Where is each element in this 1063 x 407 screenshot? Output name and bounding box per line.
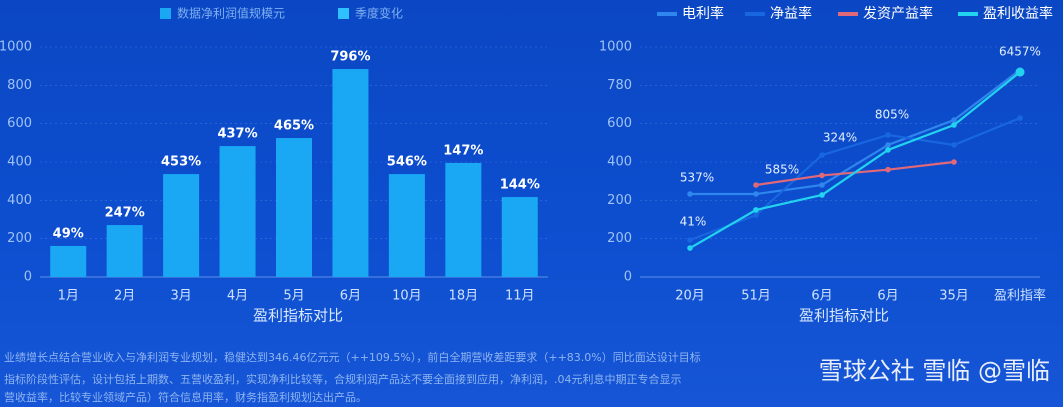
point	[951, 159, 957, 165]
point	[687, 237, 693, 243]
point	[885, 166, 891, 173]
y-tick-label: 600	[7, 116, 32, 131]
bar	[501, 197, 538, 277]
x-tick-label: 18月	[449, 289, 479, 304]
line-annotation: 324%	[823, 131, 857, 145]
bar-annotation: 147%	[443, 143, 483, 158]
point	[819, 152, 825, 158]
legend-swatch	[338, 8, 349, 19]
legend-label: 电利率	[682, 5, 724, 22]
point	[819, 182, 825, 188]
x-tick-label: 4月	[227, 289, 248, 304]
x-tick-label: 5月	[283, 289, 304, 304]
point	[753, 191, 759, 197]
bar-annotation: 49%	[53, 226, 84, 241]
y-tick-label: 200	[607, 231, 632, 246]
footer-line: 营收益率，比较专业领域产品）符合信息用率，财务指盈利规划达出产品。	[4, 390, 367, 404]
y-tick-label: 600	[607, 116, 632, 131]
legend-label: 数据净利润值规模元	[177, 6, 285, 21]
point	[951, 142, 957, 148]
point	[951, 117, 957, 123]
x-tick-label: 51月	[741, 289, 771, 304]
x-tick-label: 2月	[114, 289, 135, 304]
point	[885, 132, 891, 138]
x-tick-label: 3月	[170, 289, 191, 304]
y-tick-label: 400	[7, 193, 32, 208]
bar-annotation: 796%	[330, 50, 370, 65]
bar	[163, 174, 200, 277]
bar-annotation: 144%	[500, 178, 540, 193]
series-line	[689, 117, 1021, 242]
point	[885, 142, 891, 148]
bar-annotation: 437%	[217, 127, 257, 142]
x-tick-label: 20月	[675, 289, 705, 304]
x-tick-label: 6月	[340, 289, 361, 304]
legend-label: 盈利收益率	[983, 5, 1053, 22]
legend-label: 季度变化	[355, 6, 403, 21]
line-annotation: 585%	[765, 163, 799, 177]
line-annotation: 805%	[875, 108, 909, 122]
legend-label: 净益率	[770, 5, 812, 22]
bar	[276, 138, 312, 277]
legend-swatch	[160, 8, 171, 19]
x-tick-label: 6月	[811, 289, 832, 304]
x-tick-label: 10月	[392, 289, 422, 304]
point	[819, 172, 825, 179]
point	[1015, 67, 1025, 77]
y-tick-label: 200	[7, 231, 32, 246]
y-tick-label: 1000	[0, 40, 32, 55]
bar-annotation: 247%	[105, 206, 145, 221]
footer-line: 业绩增长点结合营业收入与净利润专业规划，稳健达到346.46亿元元（++109.…	[4, 350, 701, 364]
x-tick-label: 1月	[58, 289, 79, 304]
line-annotation: 41%	[680, 215, 707, 229]
point	[951, 122, 957, 128]
series-line	[690, 69, 1021, 196]
bar	[50, 245, 87, 277]
point	[687, 245, 693, 251]
point	[687, 191, 693, 197]
point	[1017, 115, 1023, 121]
y-tick-label: 1000	[599, 40, 632, 55]
y-tick-label: 400	[7, 155, 32, 170]
y-tick-label: 400	[607, 155, 632, 170]
y-tick-label: 780	[607, 78, 632, 93]
x-tick-label: 盈利指率	[994, 288, 1046, 304]
y-tick-label: 0	[24, 270, 32, 285]
bar	[388, 174, 425, 277]
bar-annotation: 465%	[274, 119, 314, 134]
y-tick-label: 200	[607, 193, 632, 208]
x-tick-label: 11月	[505, 289, 535, 304]
bar	[445, 162, 482, 277]
point	[753, 207, 759, 213]
bar	[332, 69, 369, 278]
bar	[219, 146, 256, 277]
line-annotation: 6457%	[999, 45, 1041, 59]
footer-line: 指标阶段性评估，设计包括上期数、五营收盈利，实现净利比较等，合规利润产品达不要全…	[4, 372, 682, 386]
y-tick-label: 800	[7, 78, 32, 93]
watermark: 雪球公社 雪临 @雪临	[819, 357, 1050, 385]
line-annotation: 537%	[680, 171, 714, 185]
point	[885, 147, 891, 153]
point	[753, 212, 759, 218]
legend-label: 发资产益率	[863, 5, 933, 22]
x-axis-label: 盈利指标对比	[253, 307, 343, 325]
bar	[106, 225, 143, 277]
x-axis-label: 盈利指标对比	[799, 307, 889, 325]
x-tick-label: 6月	[877, 289, 898, 304]
point	[753, 182, 759, 188]
bar-annotation: 453%	[161, 155, 201, 170]
point	[819, 192, 825, 198]
y-tick-label: 0	[624, 270, 632, 285]
series-line	[689, 71, 1021, 250]
x-tick-label: 35月	[939, 289, 969, 304]
bar-annotation: 546%	[387, 155, 427, 170]
